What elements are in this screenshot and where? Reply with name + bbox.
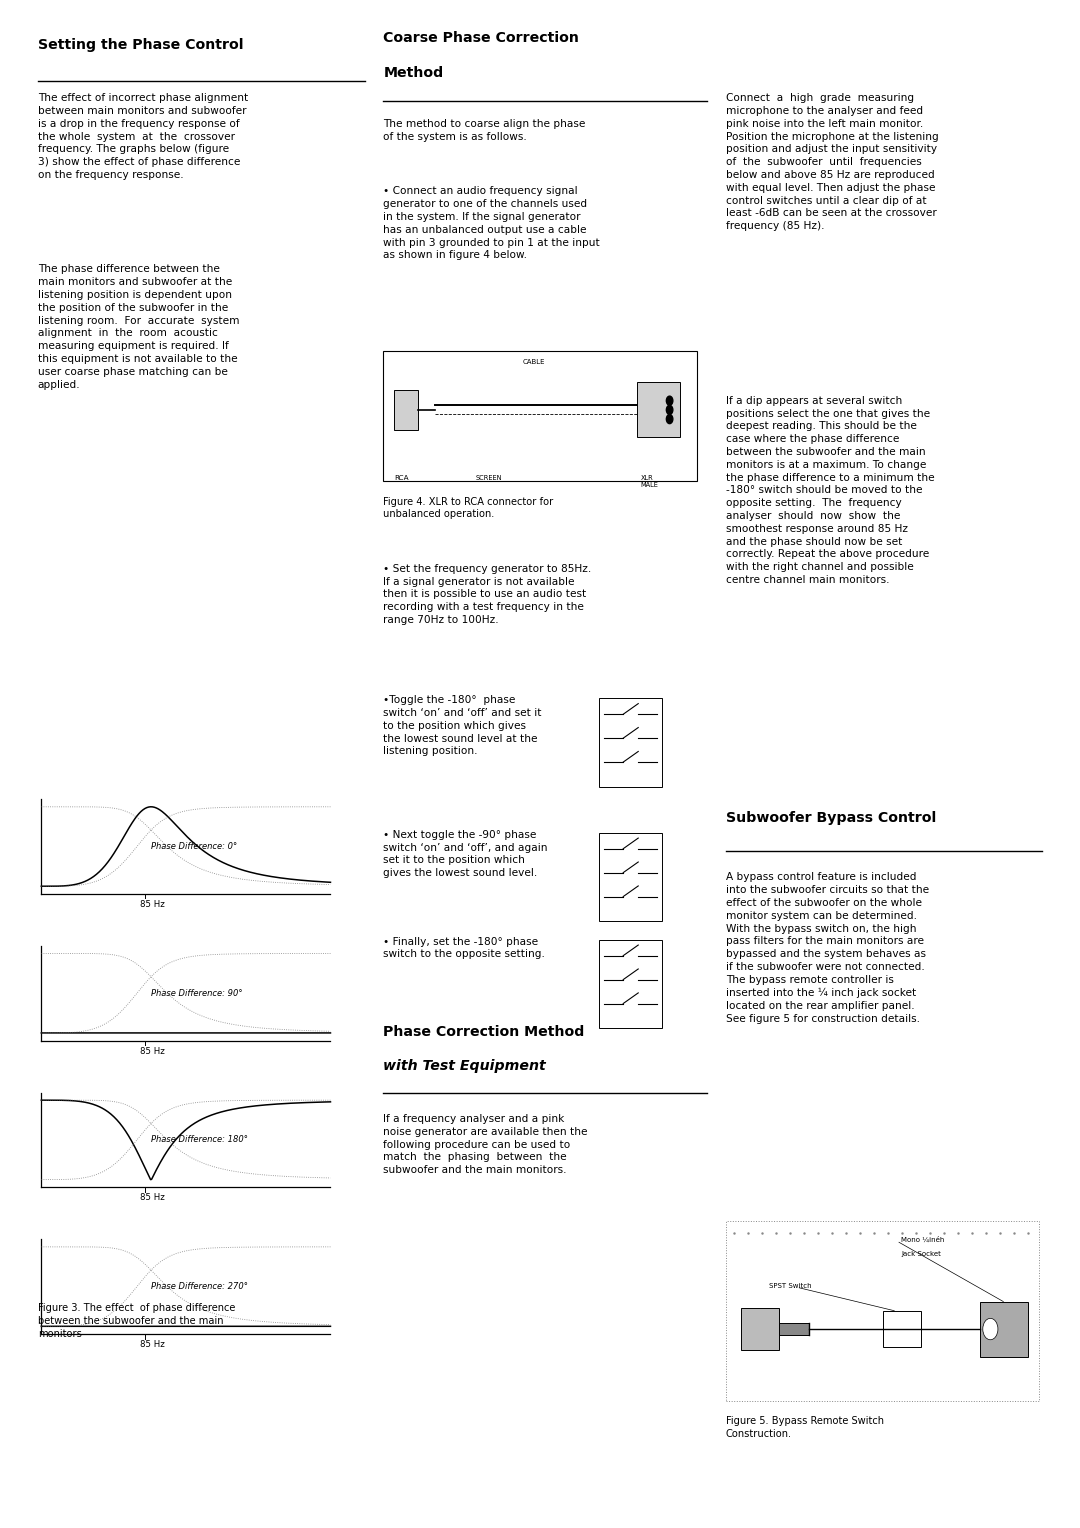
Text: Figure 3. The effect  of phase difference
between the subwoofer and the main
mon: Figure 3. The effect of phase difference… <box>38 1303 235 1339</box>
Text: •Toggle the -180°  phase
switch ‘on’ and ‘off’ and set it
to the position which : •Toggle the -180° phase switch ‘on’ and … <box>383 695 542 756</box>
Text: Figure 5. Bypass Remote Switch
Construction.: Figure 5. Bypass Remote Switch Construct… <box>726 1416 883 1439</box>
Text: RCA: RCA <box>394 475 409 481</box>
Bar <box>726 1221 1039 1401</box>
Text: A bypass control feature is included
into the subwoofer circuits so that the
eff: A bypass control feature is included int… <box>726 872 929 1024</box>
Text: • Next toggle the -90° phase
switch ‘on’ and ‘off’, and again
set it to the posi: • Next toggle the -90° phase switch ‘on’… <box>383 830 548 879</box>
Text: • Finally, set the -180° phase
switch to the opposite setting.: • Finally, set the -180° phase switch to… <box>383 937 545 960</box>
Text: Subwoofer Bypass Control: Subwoofer Bypass Control <box>726 811 936 825</box>
Text: If a frequency analyser and a pink
noise generator are available then the
follow: If a frequency analyser and a pink noise… <box>383 1114 588 1175</box>
Text: Phase Difference: 180°: Phase Difference: 180° <box>151 1135 248 1144</box>
Text: Setting the Phase Control: Setting the Phase Control <box>38 38 243 52</box>
Text: The phase difference between the
main monitors and subwoofer at the
listening po: The phase difference between the main mo… <box>38 264 240 390</box>
Bar <box>599 833 662 921</box>
Circle shape <box>666 414 673 423</box>
Text: 85 Hz: 85 Hz <box>139 900 164 909</box>
Text: 85 Hz: 85 Hz <box>139 1193 164 1203</box>
Text: Phase Difference: 90°: Phase Difference: 90° <box>151 989 243 998</box>
Circle shape <box>666 396 673 405</box>
Text: Phase Correction Method: Phase Correction Method <box>383 1025 584 1039</box>
Text: Coarse Phase Correction: Coarse Phase Correction <box>383 31 579 44</box>
Text: Connect  a  high  grade  measuring
microphone to the analyser and feed
pink nois: Connect a high grade measuring microphon… <box>726 93 939 231</box>
Text: Method: Method <box>383 66 444 79</box>
Text: 85 Hz: 85 Hz <box>139 1340 164 1349</box>
Bar <box>599 940 662 1028</box>
Text: Mono ¼inéh: Mono ¼inéh <box>901 1236 945 1242</box>
Bar <box>741 1308 779 1351</box>
Text: XLR
MALE: XLR MALE <box>640 475 659 487</box>
Text: with Test Equipment: with Test Equipment <box>383 1059 546 1073</box>
Text: If a dip appears at several switch
positions select the one that gives the
deepe: If a dip appears at several switch posit… <box>726 396 934 585</box>
Bar <box>394 390 418 429</box>
Bar <box>980 1302 1028 1357</box>
Text: SCREEN: SCREEN <box>475 475 502 481</box>
Text: Phase Difference: 0°: Phase Difference: 0° <box>151 842 238 851</box>
Circle shape <box>666 405 673 414</box>
Text: Jack Socket: Jack Socket <box>901 1251 941 1258</box>
Text: • Connect an audio frequency signal
generator to one of the channels used
in the: • Connect an audio frequency signal gene… <box>383 186 600 260</box>
Text: 85 Hz: 85 Hz <box>139 1047 164 1056</box>
Bar <box>883 1311 921 1348</box>
Bar <box>637 382 680 437</box>
Text: SPST Switch: SPST Switch <box>769 1284 811 1290</box>
FancyBboxPatch shape <box>383 351 697 481</box>
Text: The method to coarse align the phase
of the system is as follows.: The method to coarse align the phase of … <box>383 119 585 142</box>
Text: Phase Difference: 270°: Phase Difference: 270° <box>151 1282 248 1291</box>
Text: CABLE: CABLE <box>523 359 545 365</box>
Text: Figure 4. XLR to RCA connector for
unbalanced operation.: Figure 4. XLR to RCA connector for unbal… <box>383 497 554 520</box>
Text: • Set the frequency generator to 85Hz.
If a signal generator is not available
th: • Set the frequency generator to 85Hz. I… <box>383 564 592 625</box>
Circle shape <box>983 1319 998 1340</box>
Text: The effect of incorrect phase alignment
between main monitors and subwoofer
is a: The effect of incorrect phase alignment … <box>38 93 248 180</box>
Bar <box>779 1323 809 1335</box>
Bar <box>599 698 662 787</box>
